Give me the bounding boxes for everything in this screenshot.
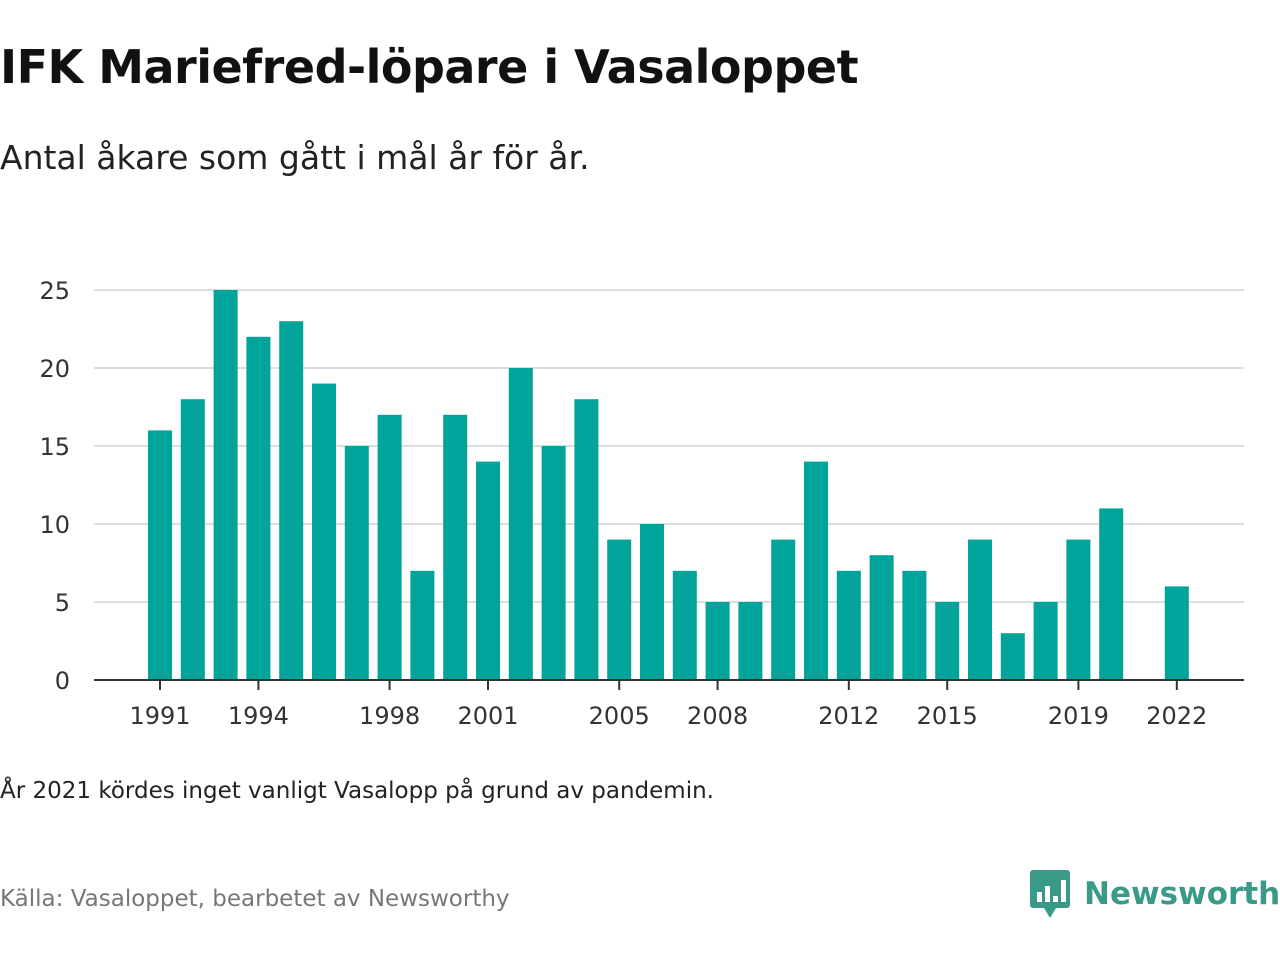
y-tick-label: 25 xyxy=(39,277,70,305)
newsworthy-logo-icon xyxy=(1030,870,1070,918)
x-tick-label: 2015 xyxy=(917,702,978,730)
source-text: Källa: Vasaloppet, bearbetet av Newswort… xyxy=(0,886,510,912)
bar-1994 xyxy=(246,336,271,680)
bar-1998 xyxy=(377,414,402,680)
bars xyxy=(148,290,1189,680)
bar-2006 xyxy=(640,524,664,680)
bar-2003 xyxy=(541,446,566,680)
y-tick-label: 0 xyxy=(55,667,70,695)
bar-1992 xyxy=(180,399,205,680)
y-tick-label: 5 xyxy=(55,589,70,617)
bar-1997 xyxy=(344,446,369,680)
x-tick-label: 1998 xyxy=(359,702,420,730)
y-tick-label: 20 xyxy=(39,355,70,383)
bar-2007 xyxy=(672,570,697,680)
bar-2008 xyxy=(705,602,730,680)
bar-2004 xyxy=(574,399,599,680)
bar-2018 xyxy=(1033,602,1058,680)
bar-2012 xyxy=(836,570,861,680)
brand-logo: Newsworthy xyxy=(1030,868,1280,920)
bar-1995 xyxy=(279,321,304,680)
bar-1991 xyxy=(148,430,172,680)
bar-2001 xyxy=(476,461,500,680)
x-tick-label: 1994 xyxy=(228,702,289,730)
bar-2010 xyxy=(771,539,796,680)
y-axis-ticks: 0 5 10 15 20 25 xyxy=(39,277,70,695)
x-tick-label: 2019 xyxy=(1048,702,1109,730)
bar-chart: 0 5 10 15 20 25 1991 1994 1998 2001 2005 2008 2012 2… xyxy=(39,277,1244,730)
chart-title: IFK Mariefred-löpare i Vasaloppet xyxy=(0,40,859,94)
x-tick-label: 2012 xyxy=(818,702,879,730)
y-tick-label: 10 xyxy=(39,511,70,539)
x-axis-ticks: 1991 1994 1998 2001 2005 2008 2012 2015 2019 2022 xyxy=(129,680,1207,730)
bar-2002 xyxy=(508,368,533,680)
bar-2016 xyxy=(968,539,992,680)
x-tick-label: 2005 xyxy=(589,702,650,730)
x-tick-label: 2001 xyxy=(457,702,518,730)
bar-2017 xyxy=(1000,633,1025,680)
bar-2015 xyxy=(935,602,960,680)
bar-2000 xyxy=(443,414,468,680)
bar-2014 xyxy=(902,570,927,680)
footnote: År 2021 kördes inget vanligt Vasalopp på… xyxy=(0,778,714,804)
bar-2011 xyxy=(804,461,828,680)
chart-subtitle: Antal åkare som gått i mål år för år. xyxy=(0,138,590,177)
bar-2013 xyxy=(869,555,894,680)
bar-2005 xyxy=(607,539,632,680)
bar-2022 xyxy=(1164,586,1189,680)
bar-2019 xyxy=(1066,539,1091,680)
bar-2020 xyxy=(1099,508,1124,680)
x-tick-label: 1991 xyxy=(129,702,190,730)
brand-name: Newsworthy xyxy=(1084,876,1280,912)
y-tick-label: 15 xyxy=(39,433,70,461)
x-tick-label: 2008 xyxy=(687,702,748,730)
bar-1999 xyxy=(410,570,435,680)
x-tick-label: 2022 xyxy=(1146,702,1207,730)
bar-1996 xyxy=(312,383,336,680)
bar-2009 xyxy=(738,602,763,680)
bar-1993 xyxy=(213,290,238,680)
